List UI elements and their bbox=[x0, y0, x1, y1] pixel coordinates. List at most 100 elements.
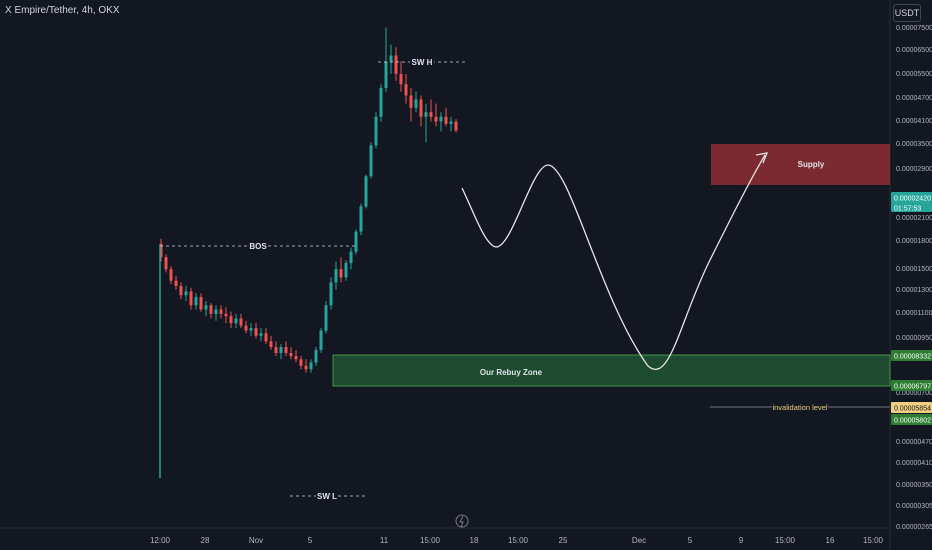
candle-body bbox=[329, 282, 333, 306]
bos-label-bg bbox=[248, 240, 268, 251]
bottom-marker-tag-bg bbox=[891, 414, 932, 425]
candle-body bbox=[274, 346, 278, 353]
chart-title: X Empire/Tether, 4h, OKX bbox=[5, 5, 120, 16]
rebuy-bottom-tag-bg bbox=[891, 380, 932, 391]
x-tick-label: 18 bbox=[470, 536, 479, 545]
candle-body bbox=[284, 346, 288, 353]
supply-zone-label: Supply bbox=[798, 160, 825, 169]
candle-body bbox=[229, 316, 233, 324]
bottom-marker-tag: 0.00005802 bbox=[894, 418, 931, 425]
candle-body bbox=[269, 341, 273, 347]
candle-body bbox=[159, 243, 163, 258]
x-tick-label: 11 bbox=[380, 536, 389, 545]
candle-body bbox=[344, 263, 348, 278]
candle-body bbox=[369, 145, 373, 177]
candle-body bbox=[179, 285, 183, 296]
candle-body bbox=[184, 291, 188, 296]
candle-body bbox=[174, 280, 178, 286]
candle-body bbox=[394, 55, 398, 74]
candle-body bbox=[254, 328, 258, 336]
y-tick-label: 0.000002650 bbox=[896, 524, 932, 531]
supply-zone bbox=[711, 144, 890, 185]
candle-body bbox=[454, 121, 458, 131]
candle-body bbox=[204, 305, 208, 310]
x-tick-label: 15:00 bbox=[420, 536, 441, 545]
candle-body bbox=[379, 87, 383, 117]
x-tick-label: 16 bbox=[826, 536, 835, 545]
invalidation-tag: 0.00005854 bbox=[894, 406, 931, 413]
candle-body bbox=[359, 206, 363, 232]
candle-body bbox=[439, 116, 443, 122]
candle-body bbox=[194, 297, 198, 306]
swing-low-label-bg bbox=[316, 490, 338, 501]
swing-low-label: SW L bbox=[317, 492, 337, 501]
candle-body bbox=[404, 84, 408, 96]
candle-body bbox=[294, 356, 298, 360]
candle-body bbox=[324, 305, 328, 331]
projection-path bbox=[461, 154, 766, 370]
candle-body bbox=[314, 349, 318, 363]
lightning-icon-bolt bbox=[459, 515, 464, 528]
candle-body bbox=[334, 269, 338, 283]
candle-body bbox=[214, 309, 218, 314]
candle-body bbox=[419, 99, 423, 117]
candle-body bbox=[424, 112, 428, 117]
candle-body bbox=[199, 297, 203, 310]
x-tick-label: 15:00 bbox=[508, 536, 529, 545]
x-tick-label: 25 bbox=[559, 536, 568, 545]
candle-body bbox=[169, 269, 173, 281]
currency-unit-button[interactable]: USDT bbox=[893, 4, 921, 22]
candle-body bbox=[434, 116, 438, 122]
candle-body bbox=[209, 305, 213, 314]
x-tick-label: Nov bbox=[249, 536, 263, 545]
candle-body bbox=[429, 112, 433, 117]
candle-body bbox=[339, 269, 343, 278]
projection-arrowhead bbox=[755, 152, 769, 164]
swing-high-label: SW H bbox=[412, 58, 433, 67]
candle-body bbox=[234, 318, 238, 324]
x-tick-label: Dec bbox=[632, 536, 646, 545]
rebuy-zone bbox=[332, 354, 891, 387]
candle-body bbox=[364, 176, 368, 207]
candle-body bbox=[399, 73, 403, 85]
rebuy-top-tag-bg bbox=[891, 350, 932, 361]
candle-body bbox=[309, 362, 313, 370]
candle-body bbox=[224, 313, 228, 317]
bos-label: BOS bbox=[249, 242, 267, 251]
rebuy-top-tag: 0.00008332 bbox=[894, 354, 931, 361]
candle-body bbox=[384, 61, 388, 88]
rebuy-bottom-tag: 0.00006797 bbox=[894, 384, 931, 391]
candle-body bbox=[444, 116, 448, 124]
x-tick-label: 9 bbox=[739, 536, 744, 545]
candle-body bbox=[239, 318, 243, 326]
countdown-tag-bg bbox=[891, 203, 932, 212]
candle-body bbox=[304, 365, 308, 370]
candle-body bbox=[449, 121, 453, 124]
candle-body bbox=[354, 231, 358, 252]
x-tick-label: 15:00 bbox=[775, 536, 796, 545]
rebuy-zone-label: Our Rebuy Zone bbox=[480, 368, 543, 377]
x-tick-label: 15:00 bbox=[863, 536, 884, 545]
x-tick-label: 5 bbox=[688, 536, 693, 545]
candle-body bbox=[249, 328, 253, 331]
countdown-tag: 01:57:53 bbox=[894, 206, 921, 213]
candle-body bbox=[264, 333, 268, 342]
candle-body bbox=[349, 251, 353, 264]
last-price-tag-bg bbox=[891, 192, 932, 203]
x-tick-label: 12:00 bbox=[150, 536, 171, 545]
candle-body bbox=[219, 309, 223, 314]
candle-body bbox=[389, 55, 393, 62]
candle-body bbox=[319, 330, 323, 350]
candle-body bbox=[414, 99, 418, 108]
candle-body bbox=[244, 325, 248, 331]
